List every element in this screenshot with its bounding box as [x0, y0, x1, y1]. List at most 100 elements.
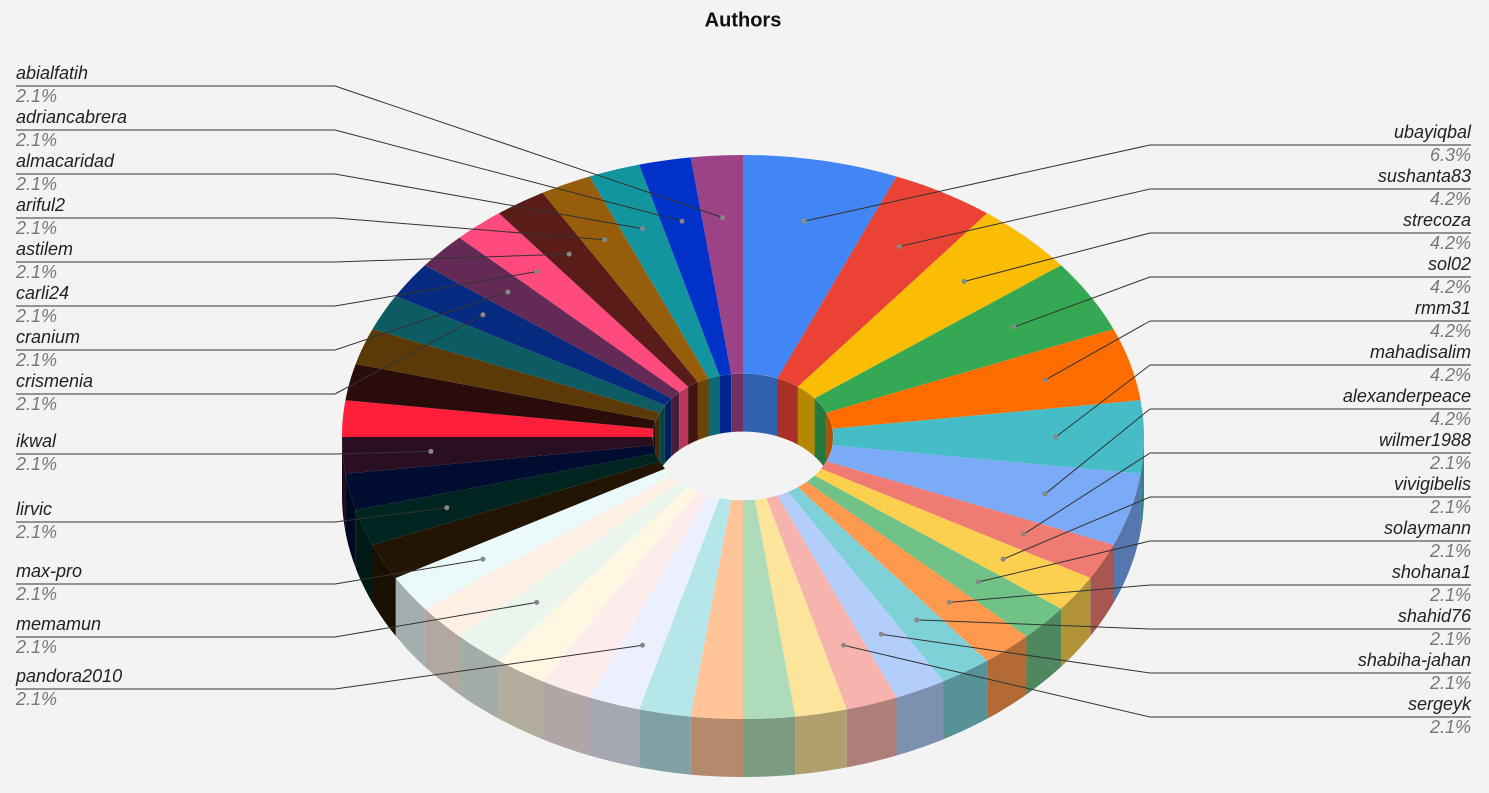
leader-line: [334, 314, 484, 395]
leader-line: [1013, 276, 1151, 328]
leader-dot: [1021, 531, 1027, 537]
slice: [797, 481, 1027, 661]
leader-dot: [534, 269, 540, 275]
slice-side: [846, 697, 897, 768]
label-name: shabiha-jahan: [1358, 650, 1471, 670]
label-value: 2.1%: [1429, 717, 1471, 737]
slice-side: [690, 716, 743, 777]
label-value: 2.1%: [15, 454, 57, 474]
slice: [690, 499, 743, 719]
slice: [589, 495, 720, 710]
leader-line: [334, 85, 723, 218]
slice: [498, 487, 698, 682]
label-value: 4.2%: [1430, 365, 1471, 385]
slice: [777, 176, 988, 387]
leader-dot: [896, 244, 902, 250]
label-name: shahid76: [1398, 606, 1472, 626]
label-value: 4.2%: [1430, 277, 1471, 297]
label-value: 2.1%: [15, 350, 57, 370]
leader-line: [334, 601, 537, 638]
leader-line: [334, 217, 605, 241]
leader-dot: [444, 505, 450, 511]
slice-side: [1140, 437, 1144, 532]
leader-line: [334, 129, 683, 222]
leader-dot: [428, 448, 434, 454]
slice: [345, 364, 656, 429]
label-name: almacaridad: [16, 151, 115, 171]
inner-wall: [777, 378, 798, 445]
label-value: 2.1%: [15, 86, 57, 106]
leader-dot: [480, 556, 486, 562]
leader-dot: [801, 218, 807, 224]
slice: [743, 155, 897, 379]
slices: [342, 155, 1144, 719]
label-value: 4.2%: [1430, 189, 1471, 209]
slice: [826, 329, 1141, 429]
inner-wall: [679, 386, 689, 451]
leader-line: [334, 173, 643, 230]
slice: [542, 491, 709, 698]
slice: [814, 468, 1091, 609]
inner-wall: [671, 392, 680, 457]
label-name: ikwal: [16, 431, 57, 451]
slice: [814, 265, 1114, 413]
slice-side: [743, 716, 796, 777]
leader-line: [899, 188, 1151, 247]
label-value: 2.1%: [15, 262, 57, 282]
slice: [639, 498, 732, 717]
label-name: sushanta83: [1378, 166, 1471, 186]
leader-dot: [679, 218, 685, 224]
inner-wall: [708, 375, 720, 437]
slice: [342, 437, 654, 474]
leader-line: [334, 507, 447, 523]
leader-line: [334, 253, 570, 263]
slice: [766, 495, 897, 710]
leader-line: [881, 633, 1151, 674]
slice: [395, 468, 672, 609]
inner-wall: [731, 373, 743, 433]
leader-dot: [480, 312, 486, 318]
slice: [395, 265, 672, 406]
slice: [345, 445, 656, 510]
label-value: 2.1%: [15, 174, 57, 194]
label-value: 2.1%: [15, 689, 57, 709]
label-name: crismenia: [16, 371, 93, 391]
leader-dot: [975, 579, 981, 585]
label-name: memamun: [16, 614, 101, 634]
leader-dot: [639, 642, 645, 648]
slice: [542, 176, 709, 383]
slice-side: [372, 544, 396, 636]
label-value: 2.1%: [15, 637, 57, 657]
label-value: 2.1%: [1429, 585, 1471, 605]
leader-line: [334, 271, 537, 307]
label-name: pandora2010: [15, 666, 122, 686]
label-name: vivigibelis: [1394, 474, 1471, 494]
label-name: carli24: [16, 283, 69, 303]
leader-dot: [639, 226, 645, 232]
label-name: solaymann: [1384, 518, 1471, 538]
label-value: 4.2%: [1430, 409, 1471, 429]
label-value: 2.1%: [15, 306, 57, 326]
label-name: adriancabrera: [16, 107, 127, 127]
leader-line: [916, 619, 1151, 630]
slice: [821, 461, 1114, 578]
label-value: 2.1%: [15, 130, 57, 150]
slice: [355, 329, 660, 421]
leader-dot: [946, 599, 952, 605]
leader-dot: [602, 237, 608, 243]
leader-dot: [914, 617, 920, 623]
slice-side: [395, 578, 425, 667]
leader-line: [334, 558, 484, 585]
inner-wall: [688, 382, 698, 445]
inner-wall: [659, 405, 665, 471]
slice-sides: [342, 437, 1144, 777]
leader-dot: [720, 215, 726, 221]
leader-line: [334, 644, 643, 690]
leader-dot: [1042, 491, 1048, 497]
leader-dot: [878, 631, 884, 637]
label-value: 2.1%: [15, 218, 57, 238]
label-name: ubayiqbal: [1394, 122, 1472, 142]
label-value: 2.1%: [1429, 453, 1471, 473]
leader-dot: [566, 251, 572, 257]
label-name: cranium: [16, 327, 80, 347]
